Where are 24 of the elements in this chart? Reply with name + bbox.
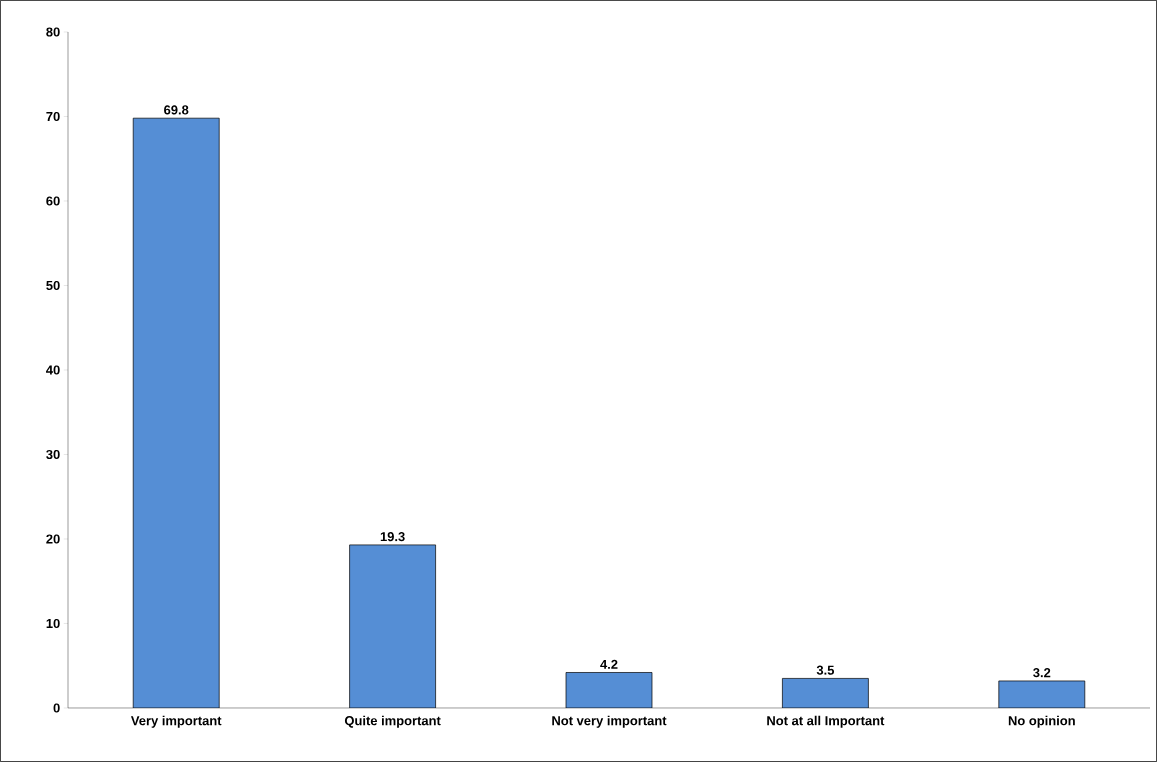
data-label: 19.3 [380, 532, 405, 542]
y-tick-label: 30 [46, 449, 60, 460]
y-tick-label: 60 [46, 196, 60, 206]
data-label: 3.2 [1033, 668, 1051, 678]
x-tick-label: No opinion [1008, 715, 1075, 728]
x-tick-label: Not at all Important [767, 715, 885, 728]
x-tick-label: Quite important [344, 715, 441, 728]
data-label: 69.8 [164, 105, 189, 115]
bar [133, 118, 220, 708]
y-tick-label: 10 [46, 618, 60, 629]
y-tick-label: 20 [46, 534, 60, 544]
bar [349, 544, 436, 708]
x-tick-label: Not very important [552, 715, 667, 728]
y-tick-label: 50 [46, 280, 60, 291]
bar [782, 678, 869, 708]
data-label: 3.5 [816, 665, 835, 675]
x-tick-label: Very important [130, 715, 222, 728]
y-tick-label: 0 [53, 703, 60, 713]
y-tick-label: 40 [46, 365, 60, 375]
bar [566, 672, 652, 708]
y-tick-label: 70 [46, 111, 60, 122]
bar [998, 680, 1086, 708]
y-tick-label: 80 [46, 27, 60, 37]
data-label: 4.2 [600, 659, 618, 669]
